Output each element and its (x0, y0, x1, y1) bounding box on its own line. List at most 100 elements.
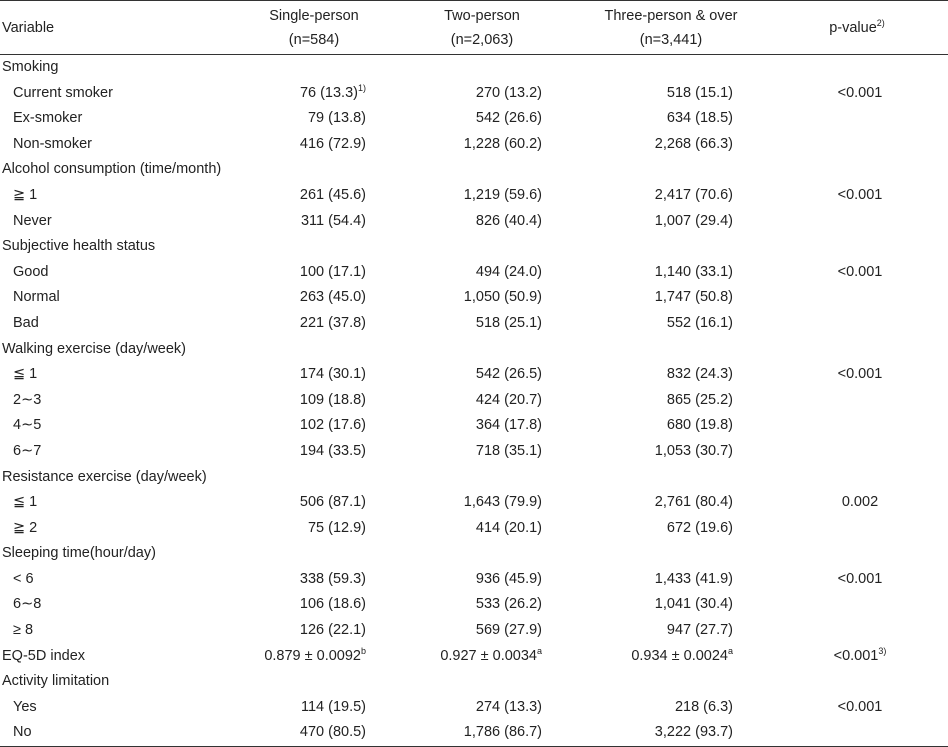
cell-pvalue-text: 0.002 (841, 494, 879, 511)
cell-two-text: 414 (20.1) (475, 519, 542, 536)
cell-pvalue-footnote: 3) (878, 645, 887, 656)
table-row: ≦ 1 506 (87.1) 1,643 (79.9) 2,761 (80.4) 0.0… (0, 490, 948, 516)
cell-three-text: 2,417 (70.6) (654, 186, 733, 203)
cell-pvalue-text: <0.001 (837, 186, 883, 203)
row-label-text: 6∼8 (13, 596, 42, 613)
row-label: < 6 (0, 567, 240, 593)
cell-three-text: 1,053 (30.7) (654, 442, 733, 459)
row-label-text: Yes (13, 698, 37, 715)
cell-single-text: 174 (30.1) (299, 366, 366, 383)
cell-three-text: 1,140 (33.1) (654, 263, 733, 280)
cell-pvalue (766, 311, 948, 337)
cell-two (388, 541, 576, 567)
cell-three-footnote: a (727, 645, 733, 656)
cell-two (388, 337, 576, 363)
row-label-text: Subjective health status (2, 238, 156, 255)
cell-three-text: 1,747 (50.8) (654, 289, 733, 306)
cell-pvalue: <0.0013) (766, 644, 948, 670)
header-variable: Variable (2, 19, 55, 36)
cell-pvalue (766, 132, 948, 158)
header-three-n: (n=3,441) (639, 31, 703, 48)
cell-pvalue: <0.001 (766, 567, 948, 593)
row-label: Sleeping time(hour/day) (0, 541, 240, 567)
row-label: Alcohol consumption (time/month) (0, 157, 240, 183)
cell-two-text: 0.927 ± 0.0034 (440, 647, 537, 664)
cell-three-text: 3,222 (93.7) (654, 724, 733, 741)
cell-three: 947 (27.7) (576, 618, 766, 644)
cell-pvalue (766, 234, 948, 260)
row-label-text: Good (13, 263, 49, 280)
cell-three: 1,041 (30.4) (576, 592, 766, 618)
cell-single-text: 311 (54.4) (300, 212, 366, 229)
cell-two-text: 1,050 (50.9) (463, 289, 542, 306)
cell-single (240, 337, 388, 363)
cell-three-text: 1,041 (30.4) (654, 596, 733, 613)
row-label: Activity limitation (0, 669, 240, 695)
cell-three: 1,140 (33.1) (576, 260, 766, 286)
cell-two-text: 518 (25.1) (475, 314, 542, 331)
row-label-text: Non-smoker (13, 135, 92, 152)
cell-single (240, 541, 388, 567)
row-label-text: 2∼3 (13, 391, 42, 408)
table-row: 2∼3 109 (18.8) 424 (20.7) 865 (25.2) (0, 388, 948, 414)
cell-two-text: 1,228 (60.2) (463, 135, 542, 152)
cell-three-text: 634 (18.5) (666, 110, 733, 127)
cell-two-text: 542 (26.5) (475, 366, 542, 383)
cell-pvalue: <0.001 (766, 362, 948, 388)
row-label: 4∼5 (0, 413, 240, 439)
cell-three: 2,268 (66.3) (576, 132, 766, 158)
row-label: ≦ 1 (0, 362, 240, 388)
cell-single-text: 79 (13.8) (307, 110, 366, 127)
cell-two-footnote: a (536, 645, 542, 656)
cell-single: 109 (18.8) (240, 388, 388, 414)
table-row: Non-smoker 416 (72.9) 1,228 (60.2) 2,268 (6… (0, 132, 948, 158)
row-label: Never (0, 209, 240, 235)
row-label: ≧ 1 (0, 183, 240, 209)
header-pvalue-sup: 2) (876, 17, 885, 28)
table-section-row: Subjective health status (0, 234, 948, 260)
row-label-text: 4∼5 (13, 417, 42, 434)
cell-single (240, 669, 388, 695)
table-row: Never 311 (54.4) 826 (40.4) 1,007 (29.4) (0, 209, 948, 235)
table-row: ≥ 8 126 (22.1) 569 (27.9) 947 (27.7) (0, 618, 948, 644)
row-label-text: ≥ 8 (13, 622, 34, 639)
cell-two: 1,786 (86.7) (388, 720, 576, 746)
cell-two: 1,219 (59.6) (388, 183, 576, 209)
row-label-text: ≧ 2 (13, 519, 38, 536)
cell-two-text: 494 (24.0) (475, 263, 542, 280)
table-row: ≧ 1 261 (45.6) 1,219 (59.6) 2,417 (70.6) <0.… (0, 183, 948, 209)
table-section-row: Resistance exercise (day/week) (0, 465, 948, 491)
cell-three: 832 (24.3) (576, 362, 766, 388)
cell-three-text: 2,761 (80.4) (654, 494, 733, 511)
cell-two: 1,643 (79.9) (388, 490, 576, 516)
cell-pvalue: <0.001 (766, 260, 948, 286)
cell-two-text: 826 (40.4) (475, 212, 542, 229)
row-label: 6∼8 (0, 592, 240, 618)
cell-three: 3,222 (93.7) (576, 720, 766, 746)
row-label-text: ≦ 1 (13, 494, 38, 511)
cell-pvalue-text: <0.001 (833, 647, 879, 664)
cell-single: 174 (30.1) (240, 362, 388, 388)
cell-single-text: 470 (80.5) (299, 724, 366, 741)
cell-single: 416 (72.9) (240, 132, 388, 158)
cell-two: 1,228 (60.2) (388, 132, 576, 158)
row-label: Walking exercise (day/week) (0, 337, 240, 363)
cell-two (388, 55, 576, 81)
table-header: Variable Single-person (n=584) Two-perso… (0, 0, 948, 55)
cell-pvalue (766, 413, 948, 439)
cell-single-text: 100 (17.1) (299, 263, 366, 280)
cell-two (388, 669, 576, 695)
cell-two-text: 424 (20.7) (475, 391, 542, 408)
header-two-label: Two-person (444, 7, 520, 24)
row-label-text: 6∼7 (13, 442, 42, 459)
table-section-row: Alcohol consumption (time/month) (0, 157, 948, 183)
row-label: Current smoker (0, 81, 240, 107)
cell-single-text: 102 (17.6) (299, 417, 366, 434)
table-row: Bad 221 (37.8) 518 (25.1) 552 (16.1) (0, 311, 948, 337)
cell-two (388, 234, 576, 260)
cell-single-text: 126 (22.1) (299, 622, 366, 639)
cell-two-text: 542 (26.6) (475, 110, 542, 127)
row-label-text: Smoking (2, 59, 59, 75)
cell-three: 218 (6.3) (576, 695, 766, 721)
